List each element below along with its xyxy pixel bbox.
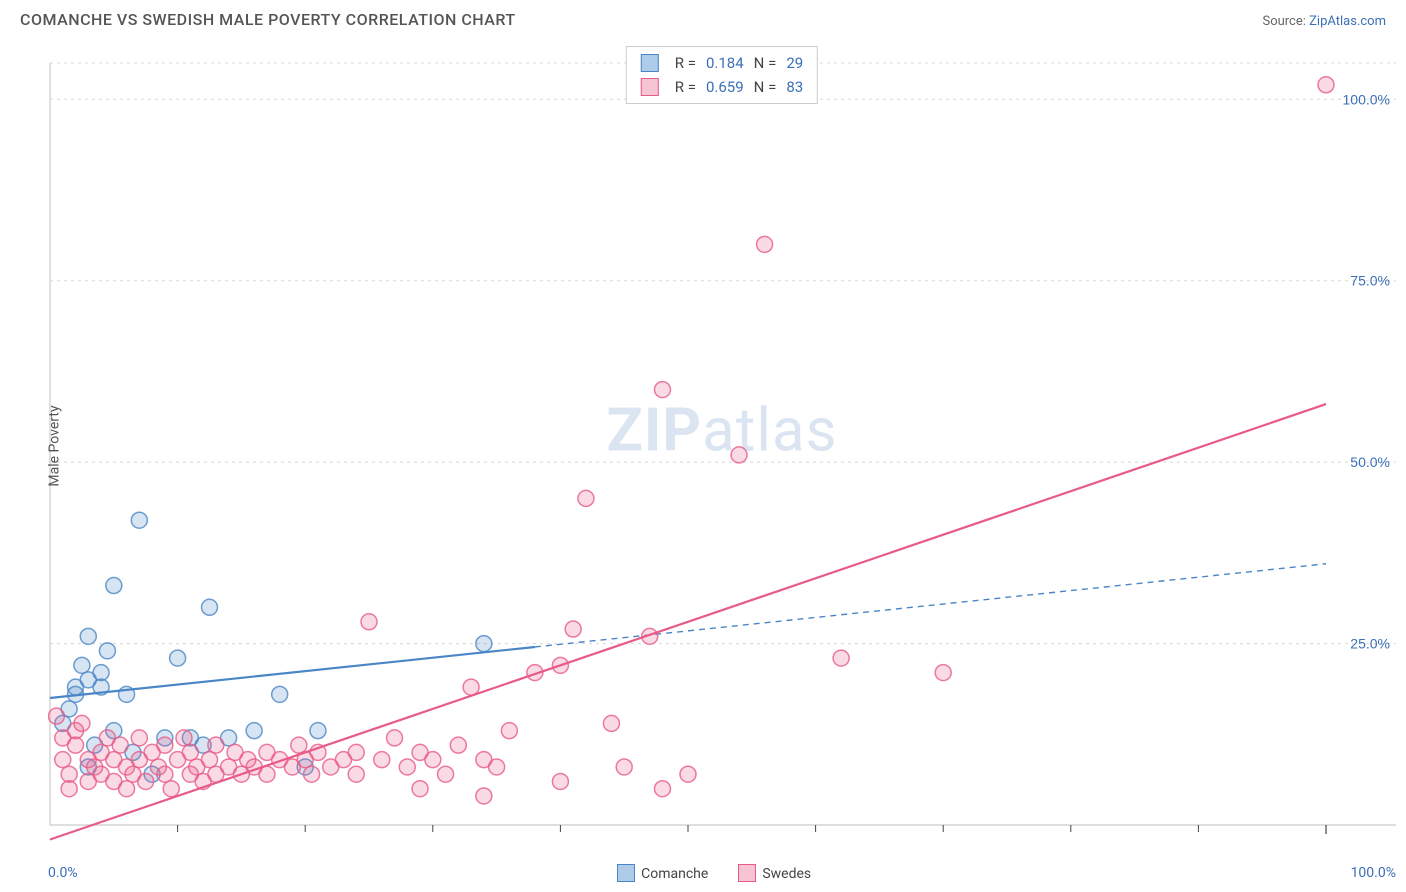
legend-label-swedes: Swedes xyxy=(762,866,811,882)
stats-n-value-swedes: 83 xyxy=(786,75,803,99)
stats-row-comanche: R = 0.184 N = 29 xyxy=(641,51,803,75)
chart-area: Male Poverty 25.0%50.0%75.0%100.0% ZIPat… xyxy=(48,45,1396,847)
x-tick-min: 0.0% xyxy=(48,865,78,881)
y-axis-label: Male Poverty xyxy=(47,405,63,486)
comanche-swatch-icon xyxy=(641,54,659,72)
stats-n-label: N = xyxy=(754,51,777,75)
svg-text:100.0%: 100.0% xyxy=(1343,91,1390,107)
stats-n-label: N = xyxy=(754,75,777,99)
legend-item-comanche: Comanche xyxy=(617,864,708,882)
source-prefix: Source: xyxy=(1262,14,1309,29)
stats-r-label: R = xyxy=(675,51,696,75)
stats-legend-box: R = 0.184 N = 29 R = 0.659 N = 83 xyxy=(626,46,818,104)
stats-r-value-swedes: 0.659 xyxy=(706,75,744,99)
svg-text:25.0%: 25.0% xyxy=(1350,636,1390,652)
swedes-swatch-icon xyxy=(738,864,756,882)
comanche-swatch-icon xyxy=(617,864,635,882)
source-attribution: Source: ZipAtlas.com xyxy=(1262,14,1386,29)
scatter-plot: 25.0% 50.0% 75.0% 100.0% xyxy=(48,45,1396,847)
swedes-swatch-icon xyxy=(641,78,659,96)
x-axis-bar: 0.0% Comanche Swedes 100.0% xyxy=(48,864,1396,882)
legend-label-comanche: Comanche xyxy=(641,866,708,882)
stats-r-label: R = xyxy=(675,75,696,99)
x-tick-max: 100.0% xyxy=(1351,865,1396,881)
chart-title: COMANCHE VS SWEDISH MALE POVERTY CORRELA… xyxy=(20,10,516,29)
svg-text:50.0%: 50.0% xyxy=(1350,454,1390,470)
stats-r-value-comanche: 0.184 xyxy=(706,51,744,75)
legend-item-swedes: Swedes xyxy=(738,864,811,882)
stats-row-swedes: R = 0.659 N = 83 xyxy=(641,75,803,99)
stats-n-value-comanche: 29 xyxy=(786,51,803,75)
series-legend: Comanche Swedes xyxy=(617,864,811,882)
svg-text:75.0%: 75.0% xyxy=(1350,273,1390,289)
source-link[interactable]: ZipAtlas.com xyxy=(1309,14,1386,29)
